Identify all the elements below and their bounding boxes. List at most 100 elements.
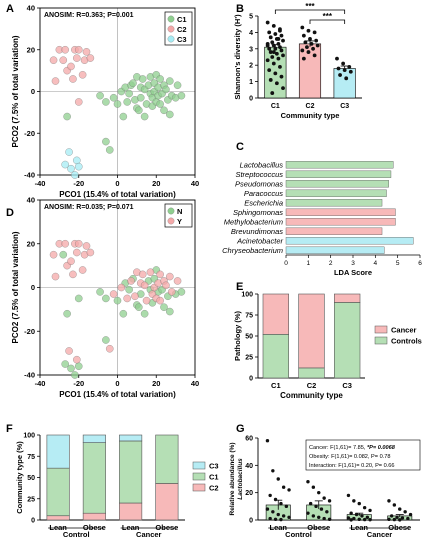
data-dot-c1 (276, 37, 281, 41)
data-point-c3 (73, 156, 81, 165)
data-dot-c1 (276, 56, 281, 61)
data-dot-c1 (281, 53, 285, 58)
data-dot (327, 517, 332, 522)
stack-segment-c3 (119, 434, 143, 442)
data-point-c2 (73, 54, 81, 62)
data-dot-c1 (270, 55, 275, 59)
data-dot-c1 (268, 50, 273, 54)
data-point-n (113, 296, 122, 305)
x-tick-label: C2 (306, 103, 315, 110)
taxon-label: Paracoccus (244, 189, 283, 198)
data-dot (398, 518, 402, 522)
data-dot-c2 (312, 30, 317, 35)
data-point-c2 (61, 46, 69, 54)
data-dot-c1 (271, 43, 276, 48)
data-point-c1 (102, 98, 110, 106)
data-dot (349, 518, 353, 522)
data-point-y (117, 283, 126, 292)
data-dot-c1 (273, 71, 278, 76)
data-dot (365, 515, 370, 519)
legend-swatch-c2 (192, 483, 206, 492)
data-dot-c2 (301, 56, 306, 61)
data-dot-c1 (274, 81, 279, 86)
data-dot-c1 (279, 74, 284, 79)
data-point-c1 (162, 85, 170, 94)
x-axis-title: PCO1 (15.4% of total variation) (59, 190, 176, 199)
data-dot-c1 (267, 30, 272, 35)
y-tick-label: 100 (23, 433, 35, 440)
x-tick-label: C1 (271, 381, 281, 390)
data-dot (352, 499, 356, 503)
data-point-n (177, 288, 186, 296)
data-point-n (67, 364, 75, 373)
stack-segment-c3 (82, 434, 106, 443)
data-dot (276, 477, 280, 481)
data-point-n (102, 294, 110, 303)
legend-label-controls: Controls (391, 337, 422, 346)
data-point-c1 (109, 94, 118, 102)
stack-segment-c2 (155, 483, 179, 521)
data-dot-c1 (279, 33, 284, 38)
data-dot-c3 (344, 76, 349, 81)
x-tick-label: -20 (73, 179, 84, 188)
stack-segment-cancer (298, 293, 325, 369)
x-tick-label: 2 (329, 260, 333, 267)
data-dot (387, 517, 391, 522)
data-point-c1 (156, 100, 164, 108)
data-dot-c1 (278, 64, 282, 69)
data-dot-c1 (278, 45, 282, 50)
stack-segment-c2 (119, 502, 143, 521)
data-dot (265, 507, 270, 511)
y-tick-label: 25 (27, 496, 35, 503)
data-point-y (78, 266, 87, 274)
data-dot (346, 516, 351, 520)
x-tick-label: -40 (35, 379, 46, 388)
data-dot (314, 504, 318, 509)
x-tick-label: -40 (35, 179, 46, 188)
data-dot (317, 515, 321, 519)
data-dot-c3 (338, 73, 342, 77)
significance-bracket (309, 19, 346, 24)
data-dot-c3 (347, 64, 352, 69)
panel-letter-f: F (6, 423, 13, 435)
significance-bracket (274, 9, 346, 14)
data-point-c2 (67, 62, 75, 71)
data-point-c2 (82, 48, 91, 56)
data-point-c2 (75, 46, 83, 54)
x-tick-label: 0 (115, 379, 119, 388)
data-point-y (167, 288, 176, 296)
lda-bar (285, 189, 387, 197)
data-dot-c1 (281, 86, 285, 91)
y-tick-label: 25 (245, 355, 253, 362)
stats-line-cancer: Cancer: F(1,61)= 7.85, *P= 0.0068 (309, 445, 396, 451)
data-point-y (65, 347, 73, 355)
stats-emphasis: *P= 0.0068 (367, 445, 396, 451)
data-dot (406, 516, 410, 521)
y-tick-label: 20 (27, 45, 35, 54)
y-tick-label: 5 (249, 14, 253, 21)
panel-letter-e: E (236, 281, 243, 293)
x-tick-label: -20 (73, 379, 84, 388)
y-tick-label: 20 (27, 239, 35, 248)
x-tick-label: Lean (269, 523, 287, 532)
x-tick-label: 1 (307, 260, 311, 267)
chart-panel-a: -40 -20 0 20 40 -40 -20 0 20 40 PCO1 (15.4% of tot… (11, 4, 199, 200)
taxon-label: Methylobacterium (224, 217, 283, 226)
data-dot (287, 515, 291, 519)
data-dot (322, 516, 326, 521)
data-dot (392, 517, 397, 522)
data-point-y (146, 268, 155, 276)
data-point-n (102, 336, 110, 344)
taxon-label: Sphingomonas (233, 208, 283, 217)
y-tick-label: 4 (249, 30, 253, 37)
data-point-c1 (177, 91, 186, 100)
data-dot-c2 (309, 41, 314, 46)
data-point-y (131, 292, 139, 300)
data-point-c2 (69, 75, 77, 83)
taxon-label: Pseudomonas (235, 179, 283, 188)
chart-panel-f: 0 25 50 75 100 Lean Obese Lean Obese Community ty… (15, 433, 219, 540)
data-dot (357, 517, 361, 522)
x-axis-title: LDA Score (334, 268, 372, 277)
data-dot-c1 (265, 20, 270, 25)
data-point-y (123, 294, 131, 303)
